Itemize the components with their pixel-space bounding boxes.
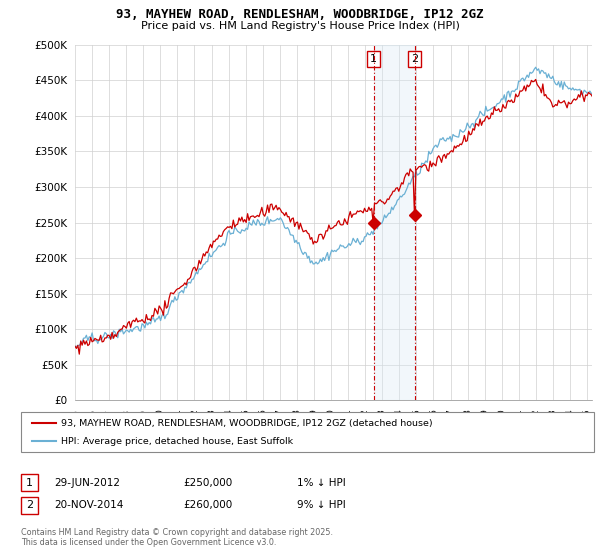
Text: 1% ↓ HPI: 1% ↓ HPI [297, 478, 346, 488]
Text: HPI: Average price, detached house, East Suffolk: HPI: Average price, detached house, East… [61, 437, 293, 446]
Text: £260,000: £260,000 [183, 500, 232, 510]
Text: 93, MAYHEW ROAD, RENDLESHAM, WOODBRIDGE, IP12 2GZ: 93, MAYHEW ROAD, RENDLESHAM, WOODBRIDGE,… [116, 8, 484, 21]
Text: 2: 2 [26, 500, 33, 510]
Text: £250,000: £250,000 [183, 478, 232, 488]
Bar [374, 45, 415, 400]
Text: 93, MAYHEW ROAD, RENDLESHAM, WOODBRIDGE, IP12 2GZ (detached house): 93, MAYHEW ROAD, RENDLESHAM, WOODBRIDGE,… [61, 419, 432, 428]
Text: Price paid vs. HM Land Registry's House Price Index (HPI): Price paid vs. HM Land Registry's House … [140, 21, 460, 31]
Text: 1: 1 [370, 54, 377, 64]
Text: 1: 1 [26, 478, 33, 488]
Text: 29-JUN-2012: 29-JUN-2012 [54, 478, 120, 488]
Text: 2: 2 [411, 54, 418, 64]
Text: Contains HM Land Registry data © Crown copyright and database right 2025.
This d: Contains HM Land Registry data © Crown c… [21, 528, 333, 547]
Text: 9% ↓ HPI: 9% ↓ HPI [297, 500, 346, 510]
Text: 20-NOV-2014: 20-NOV-2014 [54, 500, 124, 510]
